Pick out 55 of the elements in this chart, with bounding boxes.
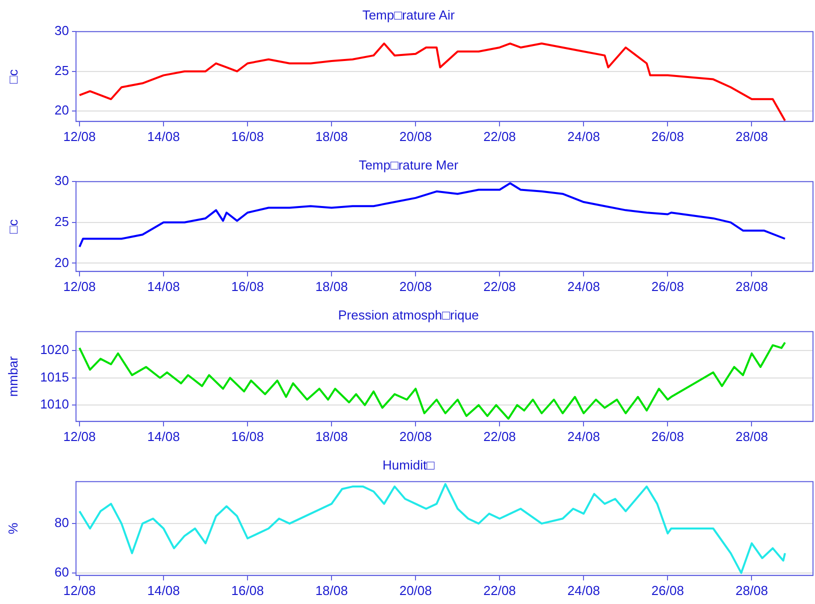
x-tick-label: 12/08 [63, 428, 96, 444]
y-axis-title: % [5, 522, 20, 534]
x-tick-label: 28/08 [735, 428, 768, 444]
x-tick-label: 16/08 [231, 128, 264, 144]
y-tick-label: 1020 [40, 342, 69, 358]
x-tick-label: 16/08 [231, 582, 264, 598]
y-tick-label: 1015 [40, 369, 69, 384]
y-tick-label: 25 [54, 62, 69, 78]
y-axis-title: □c [5, 68, 20, 84]
x-tick-label: 24/08 [567, 428, 600, 444]
x-tick-label: 26/08 [651, 582, 684, 598]
x-tick-label: 28/08 [735, 128, 768, 144]
x-tick-label: 14/08 [147, 128, 180, 144]
y-tick-label: 30 [54, 23, 69, 38]
x-tick-label: 26/08 [651, 278, 684, 294]
x-tick-label: 24/08 [567, 582, 600, 598]
x-tick-label: 26/08 [651, 128, 684, 144]
x-tick-label: 22/08 [483, 428, 516, 444]
x-tick-label: 22/08 [483, 128, 516, 144]
x-tick-label: 14/08 [147, 582, 180, 598]
x-tick-label: 28/08 [735, 582, 768, 598]
chart-title: Temp□rature Air [362, 7, 456, 22]
y-tick-label: 30 [54, 173, 69, 188]
x-tick-label: 14/08 [147, 278, 180, 294]
y-tick-label: 25 [54, 214, 69, 229]
x-tick-label: 18/08 [315, 128, 348, 144]
x-tick-label: 22/08 [483, 278, 516, 294]
y-tick-label: 80 [54, 515, 69, 530]
x-tick-label: 12/08 [63, 278, 96, 294]
x-tick-label: 16/08 [231, 278, 264, 294]
x-tick-label: 22/08 [483, 582, 516, 598]
x-tick-label: 24/08 [567, 278, 600, 294]
y-tick-label: 20 [54, 102, 69, 118]
x-tick-label: 18/08 [315, 582, 348, 598]
y-axis-title: mmbar [5, 356, 20, 397]
x-tick-label: 20/08 [399, 128, 432, 144]
x-tick-label: 26/08 [651, 428, 684, 444]
x-tick-label: 12/08 [63, 582, 96, 598]
x-tick-label: 12/08 [63, 128, 96, 144]
x-tick-label: 16/08 [231, 428, 264, 444]
x-tick-label: 20/08 [399, 582, 432, 598]
x-tick-label: 24/08 [567, 128, 600, 144]
y-tick-label: 1010 [40, 396, 69, 412]
x-tick-label: 20/08 [399, 428, 432, 444]
y-tick-label: 20 [54, 254, 69, 270]
x-tick-label: 18/08 [315, 428, 348, 444]
y-axis-title: □c [5, 218, 20, 234]
x-tick-label: 20/08 [399, 278, 432, 294]
x-tick-label: 18/08 [315, 278, 348, 294]
x-tick-label: 28/08 [735, 278, 768, 294]
chart-title: Temp□rature Mer [358, 157, 459, 172]
y-tick-label: 60 [54, 564, 69, 580]
x-tick-label: 14/08 [147, 428, 180, 444]
chart-title: Pression atmosph□rique [338, 307, 479, 322]
chart-title: Humidit□ [382, 457, 435, 472]
